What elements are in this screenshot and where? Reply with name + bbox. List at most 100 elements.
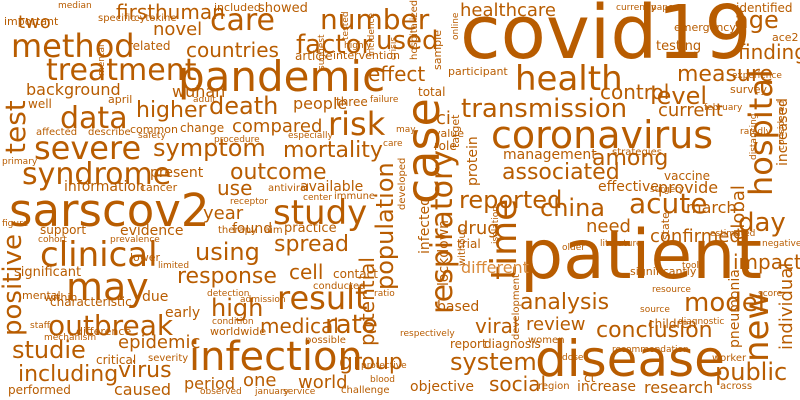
word-critical: critical	[96, 353, 137, 367]
word-severe: severe	[34, 129, 142, 167]
word-effective: effective	[598, 179, 659, 195]
word-paper: paper	[651, 3, 678, 13]
word-social: social	[489, 372, 547, 396]
word-prevalence: prevalence	[110, 235, 160, 245]
word-hospitalized: hospitalized	[409, 0, 420, 60]
word-january: january	[255, 387, 289, 397]
word-day: day	[738, 208, 786, 238]
word-number: number	[320, 3, 430, 36]
word-protein: protein	[465, 136, 481, 186]
word-condition: condition	[212, 317, 254, 327]
word-tool: tool	[682, 261, 700, 271]
word-isolation: isolation	[491, 206, 501, 244]
word-suggest: suggest	[317, 34, 327, 70]
word-survey: survey	[730, 83, 768, 96]
word-symptom: symptom	[153, 134, 266, 162]
word-protective: protective	[361, 361, 407, 371]
word-three: three	[336, 95, 368, 109]
word-acute: acute	[629, 187, 708, 220]
word-level: level	[650, 82, 708, 110]
word-compared: compared	[232, 116, 323, 137]
word-used: used	[376, 26, 439, 56]
word-analysis: analysis	[520, 290, 610, 315]
word-state: state	[659, 212, 672, 240]
word-mental-v: mental	[97, 44, 107, 76]
word-mechanism: mechanism	[44, 333, 97, 343]
word-observed: observed	[200, 387, 242, 397]
word-negative: negative	[762, 239, 800, 249]
word-clinical: clinical	[40, 235, 158, 275]
word-pneumonia: pneumonia	[727, 269, 743, 348]
word-two: two	[18, 12, 51, 33]
word-february: february	[704, 103, 743, 113]
word-use: use	[217, 176, 253, 200]
word-may: may	[66, 265, 149, 309]
word-worker: worker	[712, 353, 747, 364]
word-different: different	[461, 258, 529, 277]
word-research: research	[644, 378, 714, 397]
word-resource: resource	[652, 285, 691, 295]
word-region: region	[538, 381, 570, 392]
word-factor: factor	[296, 30, 373, 60]
word-syndrome: syndrome	[22, 157, 172, 192]
word-role: role	[434, 139, 457, 153]
word-current: current	[658, 100, 723, 121]
word-model: model	[684, 288, 765, 318]
word-year: year	[203, 203, 244, 224]
word-risk: risk	[328, 105, 386, 143]
word-death: death	[209, 92, 279, 120]
word-dose: dose	[562, 353, 584, 363]
word-center: center	[303, 193, 332, 203]
word-target: target	[449, 114, 462, 148]
word-finding: finding	[738, 40, 800, 64]
word-method: method	[11, 27, 135, 65]
word-cytokine: cytokine	[134, 13, 177, 24]
word-total: total	[418, 85, 446, 99]
word-epidemic: epidemic	[118, 332, 201, 353]
word-rate: rate	[325, 310, 378, 340]
word-impact: impact	[733, 250, 800, 274]
word-group: group	[339, 350, 403, 375]
word-without: without	[457, 228, 468, 266]
word-emergency: emergency	[674, 21, 736, 34]
word-health: health	[515, 59, 623, 99]
word-test: test	[0, 100, 32, 154]
word-effect: effect	[368, 62, 426, 86]
word-describe: describe	[88, 127, 131, 138]
word-participant: participant	[448, 65, 508, 78]
word-need: need	[586, 216, 631, 237]
word-human: human	[155, 0, 225, 24]
word-contact: contact	[333, 267, 378, 281]
word-diagnosis: diagnosis	[484, 337, 541, 351]
word-included: included	[214, 1, 261, 14]
word-among: among	[592, 146, 669, 171]
word-first: first	[116, 0, 156, 24]
word-procedure: procedure	[214, 135, 260, 145]
word-affected: affected	[36, 127, 78, 138]
word-adult: adult	[193, 95, 216, 105]
word-associated: associated	[502, 160, 620, 185]
word-estimated: estimated	[710, 229, 756, 239]
word-response: response	[177, 264, 277, 289]
word-identified: identified	[736, 1, 793, 15]
word-experience: experience	[732, 71, 782, 81]
word-receptor: receptor	[230, 197, 268, 207]
word-measure: measure	[677, 62, 773, 87]
word-vaccine: vaccine	[664, 169, 710, 183]
word-children: children	[648, 317, 697, 331]
word-significantly: significantly	[630, 265, 697, 278]
word-cohort: cohort	[38, 235, 67, 245]
word-transmission: transmission	[461, 94, 628, 124]
word-median: median	[58, 1, 92, 11]
word-china: china	[540, 194, 605, 222]
word-blood: blood	[370, 375, 395, 385]
word-healthcare: healthcare	[460, 0, 556, 21]
word-failure: failure	[370, 95, 399, 105]
word-distancing: distancing	[749, 113, 759, 160]
word-drug: drug	[457, 218, 499, 239]
word-may-small: may	[396, 125, 416, 135]
word-mental: mental	[22, 289, 61, 302]
word-staff: staff	[30, 321, 50, 331]
word-developed: developed	[397, 157, 408, 210]
word-early: early	[165, 305, 201, 321]
